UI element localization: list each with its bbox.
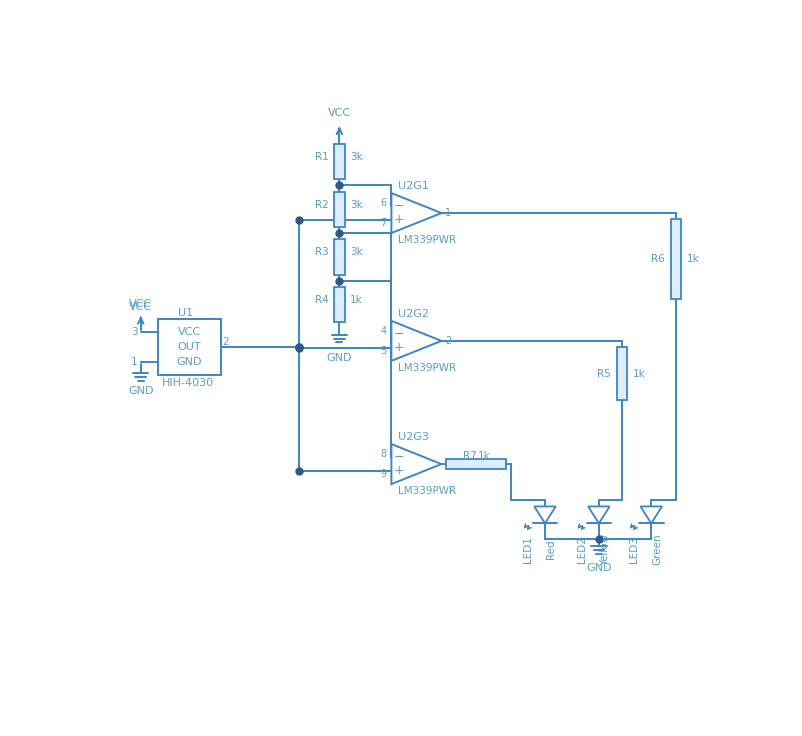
Text: +: + [394, 341, 404, 354]
Bar [617, 347, 627, 400]
Text: −: − [394, 328, 404, 341]
Text: 1k: 1k [687, 254, 699, 264]
Text: R5: R5 [597, 369, 611, 378]
Text: 3: 3 [131, 327, 138, 336]
Text: −: − [394, 451, 404, 464]
Text: VCC: VCC [129, 302, 152, 312]
Bar [334, 239, 345, 275]
Text: R3: R3 [315, 247, 329, 258]
Text: R1: R1 [315, 152, 329, 162]
Text: R2: R2 [315, 199, 329, 210]
Text: 5: 5 [380, 346, 387, 356]
Bar [158, 319, 221, 375]
Text: 3k: 3k [350, 247, 363, 258]
Text: GND: GND [128, 386, 153, 396]
Text: 9: 9 [381, 469, 387, 479]
Bar [446, 459, 506, 469]
Text: R4: R4 [315, 295, 329, 305]
Bar [670, 219, 681, 300]
Text: 7: 7 [380, 218, 387, 228]
Text: GND: GND [586, 563, 612, 573]
Text: VCC: VCC [129, 299, 152, 309]
Bar [334, 191, 345, 227]
Text: LM339PWR: LM339PWR [398, 235, 456, 245]
Text: −: − [394, 200, 404, 213]
Text: GND: GND [326, 353, 352, 363]
Text: LED2: LED2 [577, 536, 587, 563]
Text: U2G1: U2G1 [398, 181, 428, 191]
Text: HIH-4030: HIH-4030 [161, 378, 213, 388]
Text: LM339PWR: LM339PWR [398, 486, 456, 496]
Text: 1k: 1k [633, 369, 646, 378]
Text: VCC: VCC [178, 327, 200, 336]
Text: U2G2: U2G2 [398, 309, 428, 319]
Bar [334, 287, 345, 322]
Text: Red: Red [546, 539, 556, 559]
Text: GND: GND [176, 358, 202, 367]
Text: 1k: 1k [477, 450, 490, 461]
Text: 4: 4 [381, 326, 387, 336]
Text: 14: 14 [445, 459, 457, 469]
Text: 1k: 1k [350, 295, 363, 305]
Text: LED3: LED3 [630, 536, 639, 563]
Text: Green: Green [652, 534, 662, 565]
Bar [334, 144, 345, 179]
Text: +: + [394, 213, 404, 226]
Text: VCC: VCC [328, 108, 351, 118]
Text: U1: U1 [178, 308, 193, 318]
Text: OUT: OUT [177, 342, 201, 352]
Text: U2G3: U2G3 [398, 432, 428, 442]
Text: LED1: LED1 [523, 536, 533, 563]
Text: 3k: 3k [350, 199, 363, 210]
Text: R6: R6 [651, 254, 665, 264]
Text: 3k: 3k [350, 152, 363, 162]
Text: 8: 8 [381, 449, 387, 459]
Text: Yellow: Yellow [600, 534, 610, 565]
Text: +: + [394, 464, 404, 477]
Text: 1: 1 [445, 208, 452, 218]
Text: 2: 2 [222, 336, 229, 347]
Text: R7: R7 [463, 450, 477, 461]
Text: 1: 1 [131, 358, 138, 367]
Text: 2: 2 [445, 336, 452, 346]
Text: LM339PWR: LM339PWR [398, 363, 456, 373]
Text: 6: 6 [381, 198, 387, 208]
